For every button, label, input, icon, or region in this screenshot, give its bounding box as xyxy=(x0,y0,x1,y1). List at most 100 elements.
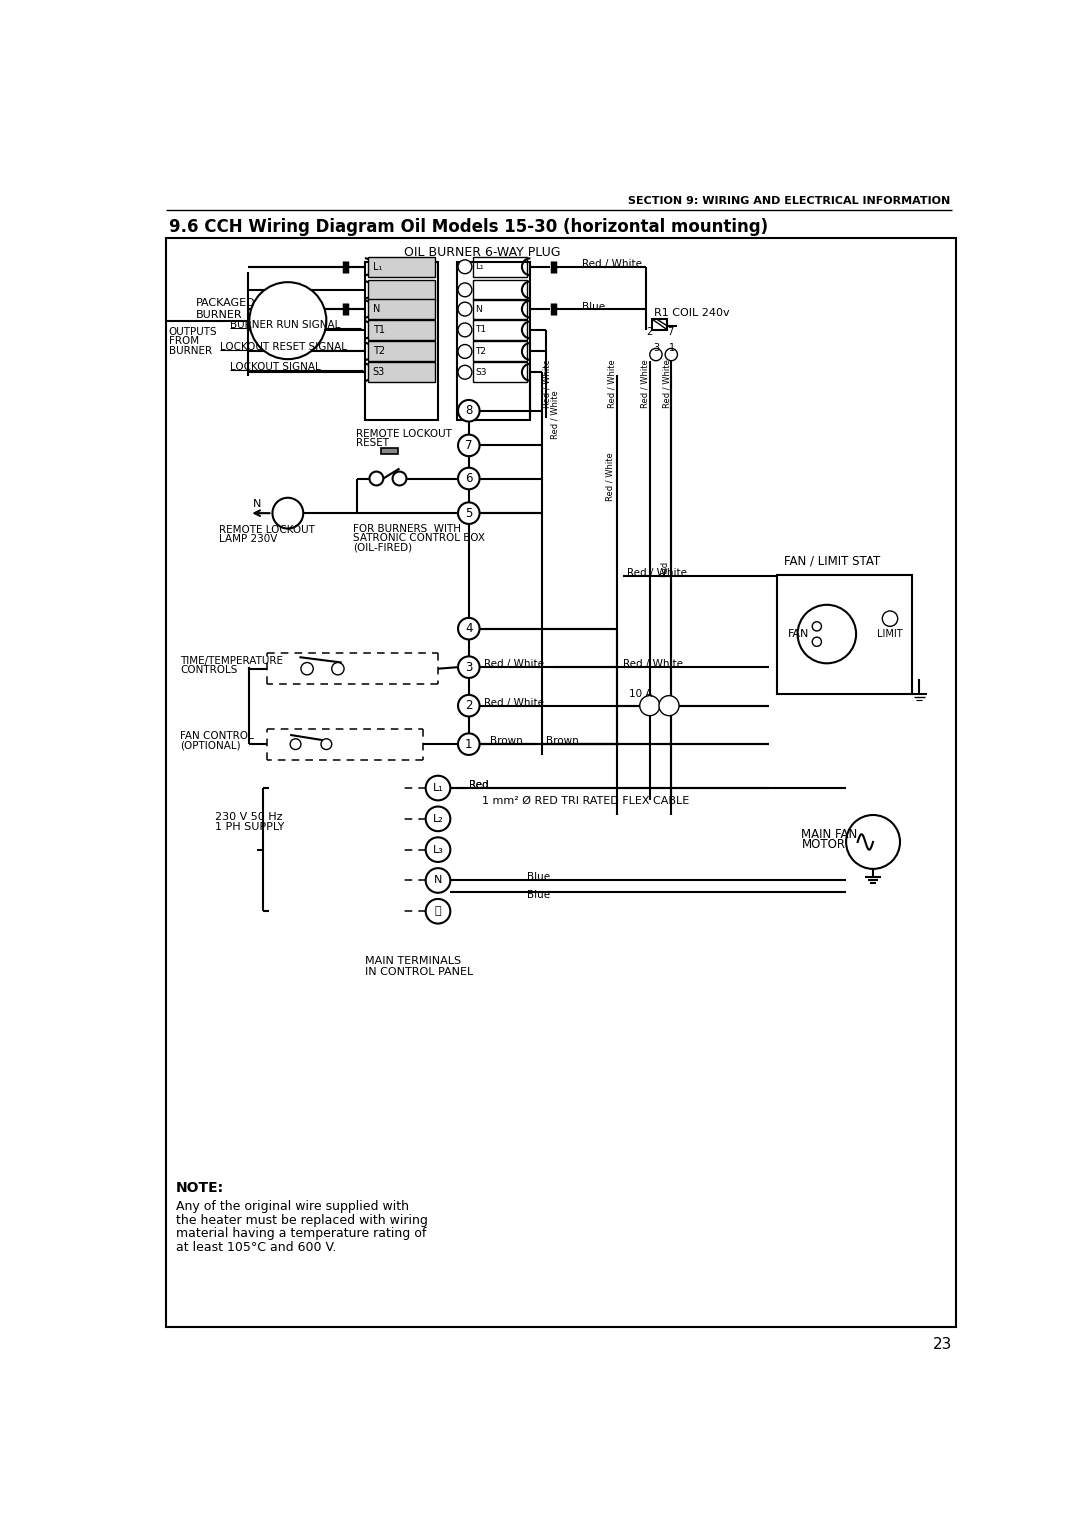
Text: Red / White: Red / White xyxy=(484,659,544,669)
Text: LIMIT: LIMIT xyxy=(877,629,903,640)
Text: 3: 3 xyxy=(465,661,472,673)
Bar xyxy=(381,448,397,454)
Text: CONTROLS: CONTROLS xyxy=(180,666,238,675)
Bar xyxy=(652,320,667,330)
Text: N: N xyxy=(434,875,442,886)
Circle shape xyxy=(639,696,660,716)
Circle shape xyxy=(846,815,900,869)
Text: Red: Red xyxy=(469,780,488,789)
Circle shape xyxy=(659,696,679,716)
Text: S3: S3 xyxy=(373,367,384,378)
Circle shape xyxy=(458,366,472,379)
Bar xyxy=(368,298,435,320)
Text: L₃: L₃ xyxy=(433,845,444,855)
Circle shape xyxy=(798,604,856,664)
Circle shape xyxy=(332,662,345,675)
Circle shape xyxy=(301,662,313,675)
Text: Red / White: Red / White xyxy=(605,451,615,500)
Bar xyxy=(473,341,527,361)
Text: IN CONTROL PANEL: IN CONTROL PANEL xyxy=(365,967,473,978)
Text: the heater must be replaced with wiring: the heater must be replaced with wiring xyxy=(176,1213,428,1227)
Circle shape xyxy=(458,283,472,297)
Text: Blue: Blue xyxy=(527,890,550,900)
Text: OIL BURNER 6-WAY PLUG: OIL BURNER 6-WAY PLUG xyxy=(404,246,561,260)
Text: FAN / LIMIT STAT: FAN / LIMIT STAT xyxy=(784,554,881,568)
Text: Blue: Blue xyxy=(582,301,605,312)
Bar xyxy=(368,320,435,340)
Text: Red / White: Red / White xyxy=(551,390,559,439)
Text: L₁: L₁ xyxy=(373,262,382,272)
Text: FAN CONTROL: FAN CONTROL xyxy=(180,731,254,742)
Text: 7: 7 xyxy=(465,439,473,451)
Circle shape xyxy=(458,303,472,317)
Text: (OIL-FIRED): (OIL-FIRED) xyxy=(353,542,413,552)
Text: MAIN TERMINALS: MAIN TERMINALS xyxy=(365,956,461,967)
Text: FAN: FAN xyxy=(788,629,810,640)
Text: Red / White: Red / White xyxy=(608,360,617,409)
Text: MOTOR: MOTOR xyxy=(801,838,846,851)
Text: 10 A: 10 A xyxy=(629,688,652,699)
Text: L₁: L₁ xyxy=(475,262,484,271)
Bar xyxy=(368,341,435,361)
Text: 1: 1 xyxy=(669,343,675,352)
Circle shape xyxy=(665,349,677,361)
Text: T2: T2 xyxy=(373,346,384,356)
Text: Red / White: Red / White xyxy=(626,568,687,578)
Circle shape xyxy=(458,344,472,358)
Text: 4: 4 xyxy=(465,623,473,635)
Text: L₂: L₂ xyxy=(433,814,444,823)
Text: Red / White: Red / White xyxy=(662,360,672,409)
Circle shape xyxy=(426,900,450,924)
Bar xyxy=(368,257,435,277)
Text: ⏚: ⏚ xyxy=(434,906,442,916)
Circle shape xyxy=(291,739,301,750)
Text: NOTE:: NOTE: xyxy=(176,1181,225,1195)
Text: Red / White: Red / White xyxy=(484,698,544,707)
Text: 2: 2 xyxy=(646,327,652,337)
Text: 1 mm² Ø RED TRI RATED FLEX CABLE: 1 mm² Ø RED TRI RATED FLEX CABLE xyxy=(482,796,689,806)
Circle shape xyxy=(426,837,450,861)
Circle shape xyxy=(369,471,383,485)
Circle shape xyxy=(272,497,303,528)
Circle shape xyxy=(458,399,480,422)
Text: 7: 7 xyxy=(667,327,674,337)
Text: N: N xyxy=(373,304,380,314)
Circle shape xyxy=(458,502,480,523)
Circle shape xyxy=(426,806,450,831)
Circle shape xyxy=(458,435,480,456)
Text: Red: Red xyxy=(660,560,669,577)
Circle shape xyxy=(458,618,480,640)
Circle shape xyxy=(882,610,897,626)
Circle shape xyxy=(458,695,480,716)
Text: TIME/TEMPERATURE: TIME/TEMPERATURE xyxy=(180,656,283,666)
Text: REMOTE LOCKOUT: REMOTE LOCKOUT xyxy=(355,428,451,439)
Circle shape xyxy=(458,260,472,274)
Text: 2: 2 xyxy=(465,699,473,711)
Text: R1 COIL 240v: R1 COIL 240v xyxy=(653,308,729,318)
Text: BURNER: BURNER xyxy=(195,309,242,320)
Text: FROM: FROM xyxy=(168,337,199,346)
Text: Brown: Brown xyxy=(489,736,523,747)
Circle shape xyxy=(458,733,480,754)
Text: PACKAGED: PACKAGED xyxy=(195,298,255,308)
Bar xyxy=(457,262,530,421)
Circle shape xyxy=(426,776,450,800)
Text: 23: 23 xyxy=(933,1337,953,1353)
Bar xyxy=(473,257,527,277)
Circle shape xyxy=(812,636,822,646)
Text: Any of the original wire supplied with: Any of the original wire supplied with xyxy=(176,1200,409,1213)
Text: 230 V 50 Hz: 230 V 50 Hz xyxy=(215,811,282,822)
Bar xyxy=(368,280,435,300)
Text: at least 105°C and 600 V.: at least 105°C and 600 V. xyxy=(176,1241,337,1255)
Circle shape xyxy=(812,621,822,630)
Circle shape xyxy=(458,468,480,490)
Text: S3: S3 xyxy=(475,367,486,376)
Text: LAMP 230V: LAMP 230V xyxy=(218,534,276,545)
Text: material having a temperature rating of: material having a temperature rating of xyxy=(176,1227,427,1241)
Bar xyxy=(473,363,527,382)
Text: Red / White: Red / White xyxy=(640,360,650,409)
Circle shape xyxy=(458,656,480,678)
Bar xyxy=(365,262,438,421)
Text: SECTION 9: WIRING AND ELECTRICAL INFORMATION: SECTION 9: WIRING AND ELECTRICAL INFORMA… xyxy=(627,196,950,205)
Text: Red / White: Red / White xyxy=(623,659,683,669)
